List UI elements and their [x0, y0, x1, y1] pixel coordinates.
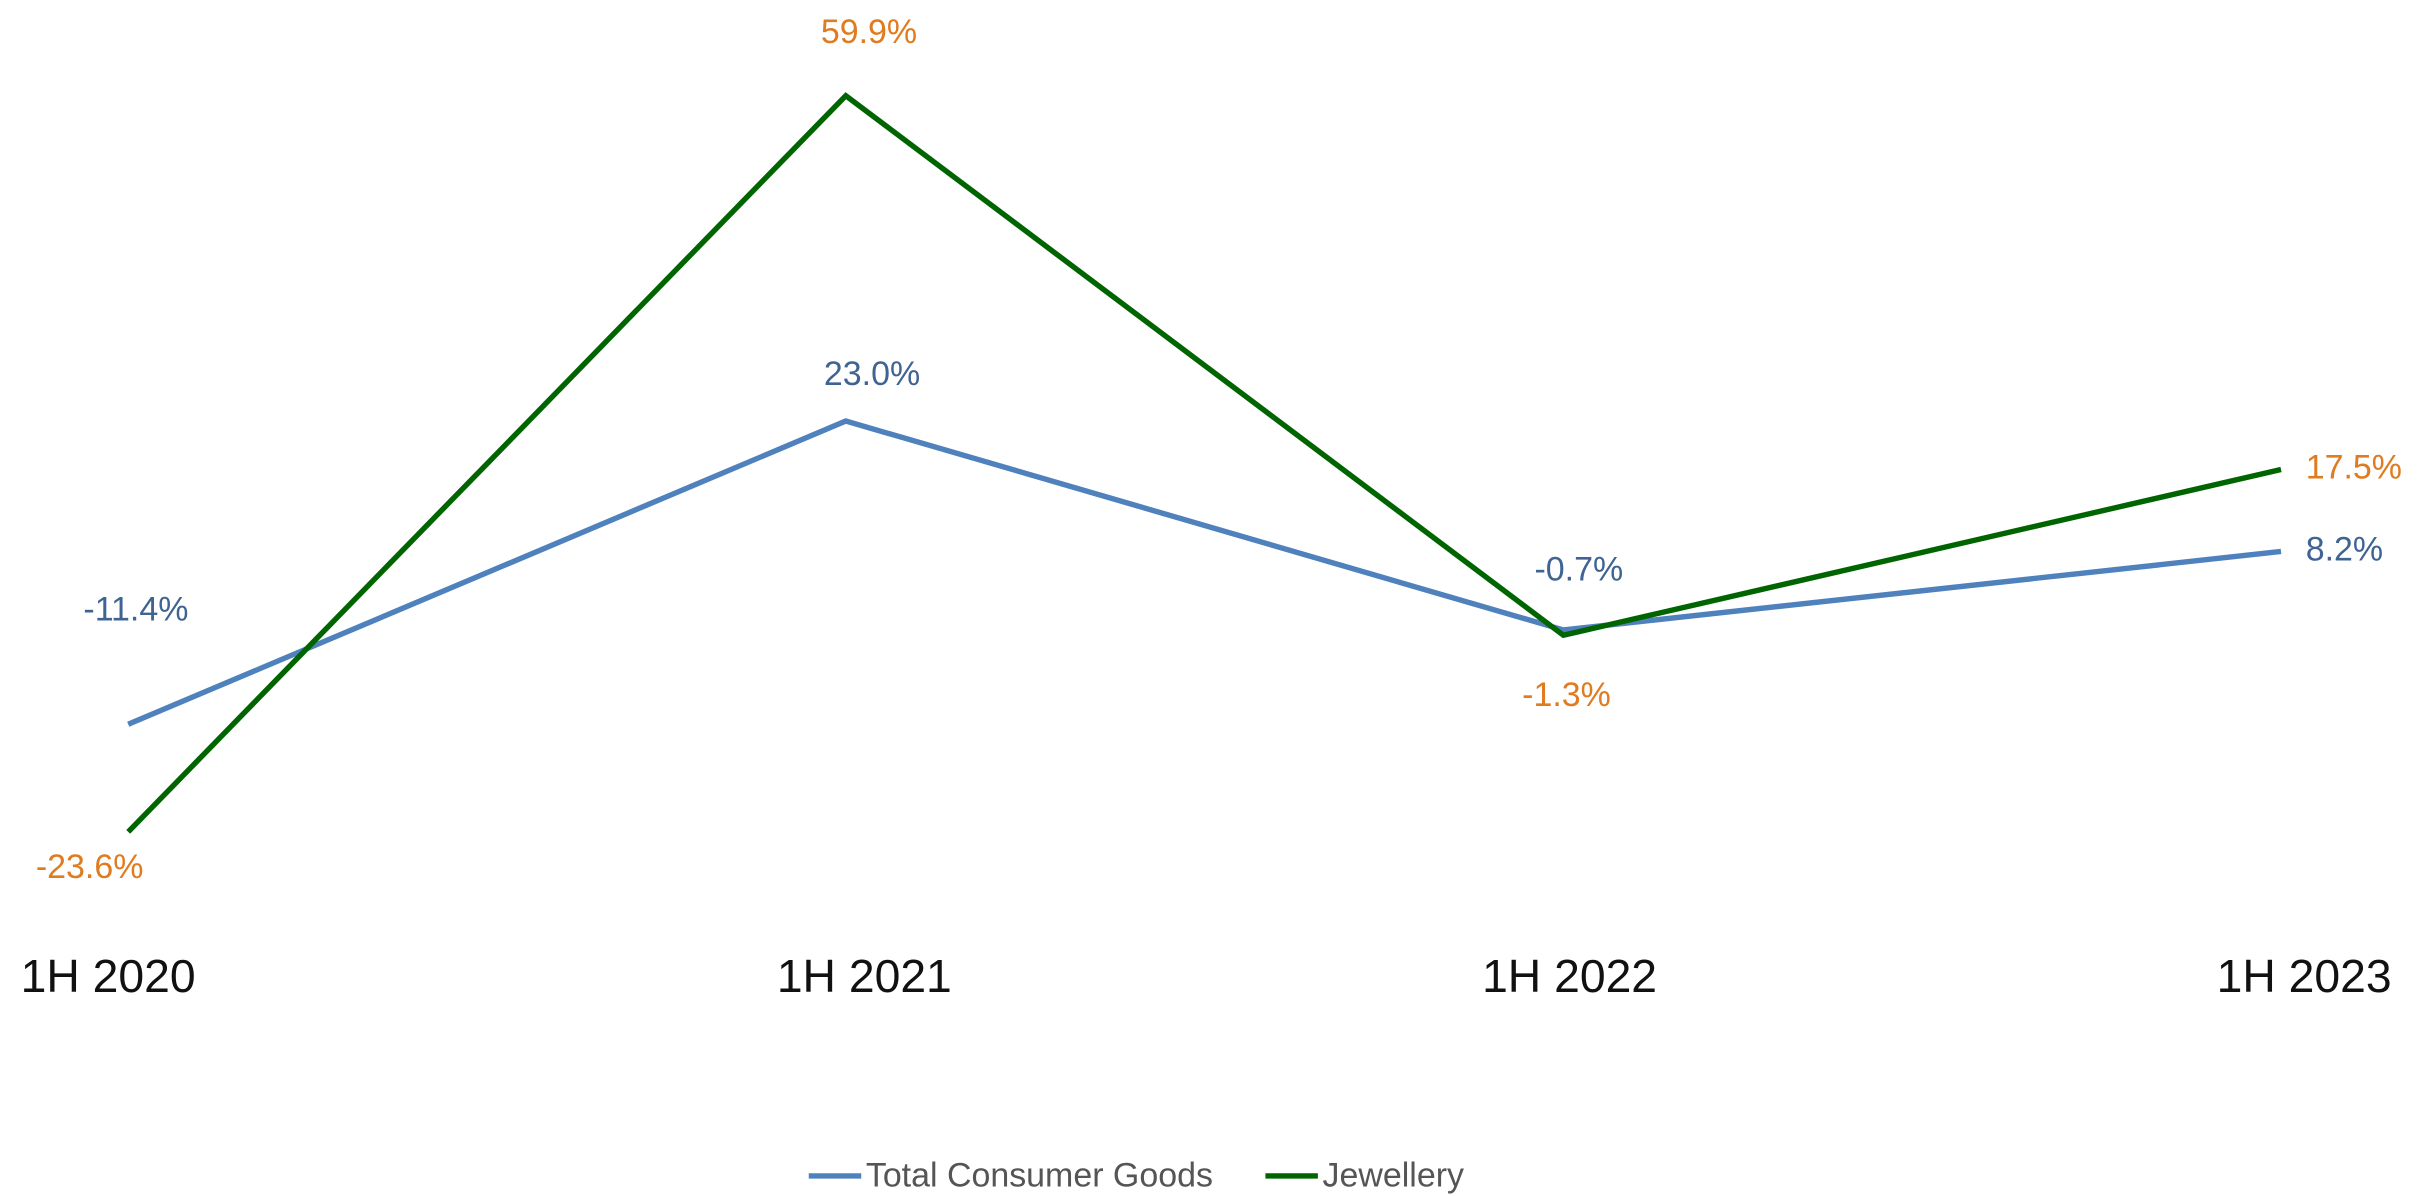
series-line [127, 418, 2282, 727]
data-label: -1.3% [1522, 676, 1611, 714]
legend-label: Total Consumer Goods [866, 1156, 1213, 1194]
data-label: 59.9% [821, 13, 917, 51]
data-label: -11.4% [83, 591, 188, 629]
x-tick-label: 1H 2023 [2217, 950, 2392, 1002]
legend-label: Jewellery [1323, 1156, 1464, 1194]
data-label: 8.2% [2306, 530, 2383, 568]
data-label: -23.6% [36, 848, 144, 886]
x-tick-label: 1H 2022 [1482, 950, 1657, 1002]
x-tick-label: 1H 2020 [21, 950, 196, 1002]
x-tick-label: 1H 2021 [777, 950, 952, 1002]
series-line [126, 92, 2282, 834]
data-label: 23.0% [824, 355, 920, 393]
data-label: -0.7% [1535, 550, 1624, 588]
data-label: 17.5% [2306, 448, 2402, 486]
